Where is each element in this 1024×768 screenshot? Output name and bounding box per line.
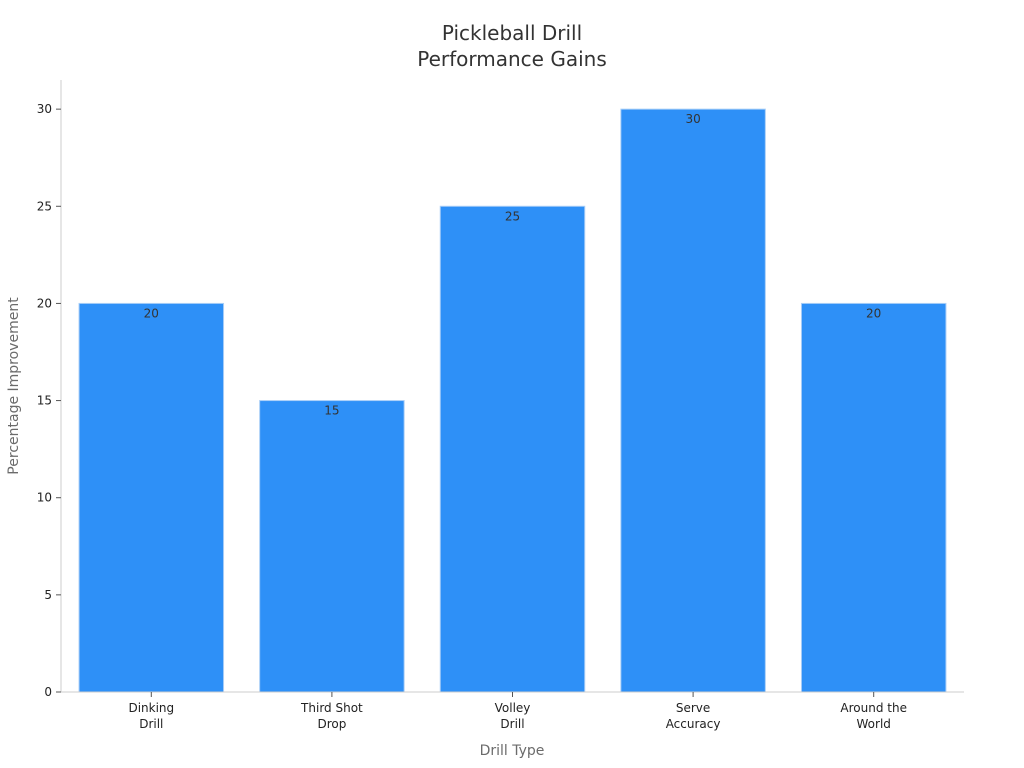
- chart-title-line-2: Performance Gains: [417, 47, 607, 71]
- x-tick-label: Serve: [676, 701, 710, 715]
- x-axis-title: Drill Type: [480, 743, 545, 759]
- x-tick-label: Accuracy: [666, 717, 721, 731]
- bar-value-label: 30: [685, 112, 700, 126]
- bar-value-label: 15: [324, 404, 339, 418]
- bar: [78, 302, 225, 693]
- y-tick-label: 0: [44, 685, 52, 699]
- chart-title-line-1: Pickleball Drill: [442, 21, 582, 45]
- y-tick-label: 25: [37, 199, 52, 213]
- y-tick-label: 15: [37, 394, 52, 408]
- bars-group: [78, 108, 947, 693]
- y-tick-label: 20: [37, 296, 52, 310]
- bar-value-label: 20: [144, 306, 159, 320]
- y-tick-label: 30: [37, 102, 52, 116]
- x-tick-label: World: [857, 717, 891, 731]
- data-labels-group: 20 15 25 30 20: [144, 112, 882, 417]
- y-tick-label: 10: [37, 491, 52, 505]
- x-axis-ticks: Dinking Drill Third Shot Drop Volley Drill Ser…: [128, 692, 907, 731]
- x-tick-label: Around the: [840, 701, 907, 715]
- x-tick-label: Dinking: [128, 701, 174, 715]
- x-tick-label: Drill: [500, 717, 524, 731]
- x-tick-label: Drop: [317, 717, 346, 731]
- y-tick-label: 5: [44, 588, 52, 602]
- bar: [620, 108, 766, 693]
- bar-value-label: 25: [505, 209, 520, 223]
- bar-value-label: 20: [866, 306, 881, 320]
- y-axis-ticks: 0 5 10 15 20 25 30: [37, 102, 61, 699]
- x-tick-label: Drill: [139, 717, 163, 731]
- bar: [259, 400, 405, 693]
- bar: [439, 205, 586, 693]
- x-tick-label: Volley: [495, 701, 531, 715]
- bar: [800, 302, 947, 693]
- x-tick-label: Third Shot: [300, 701, 363, 715]
- y-axis-title: Percentage Improvement: [6, 297, 22, 475]
